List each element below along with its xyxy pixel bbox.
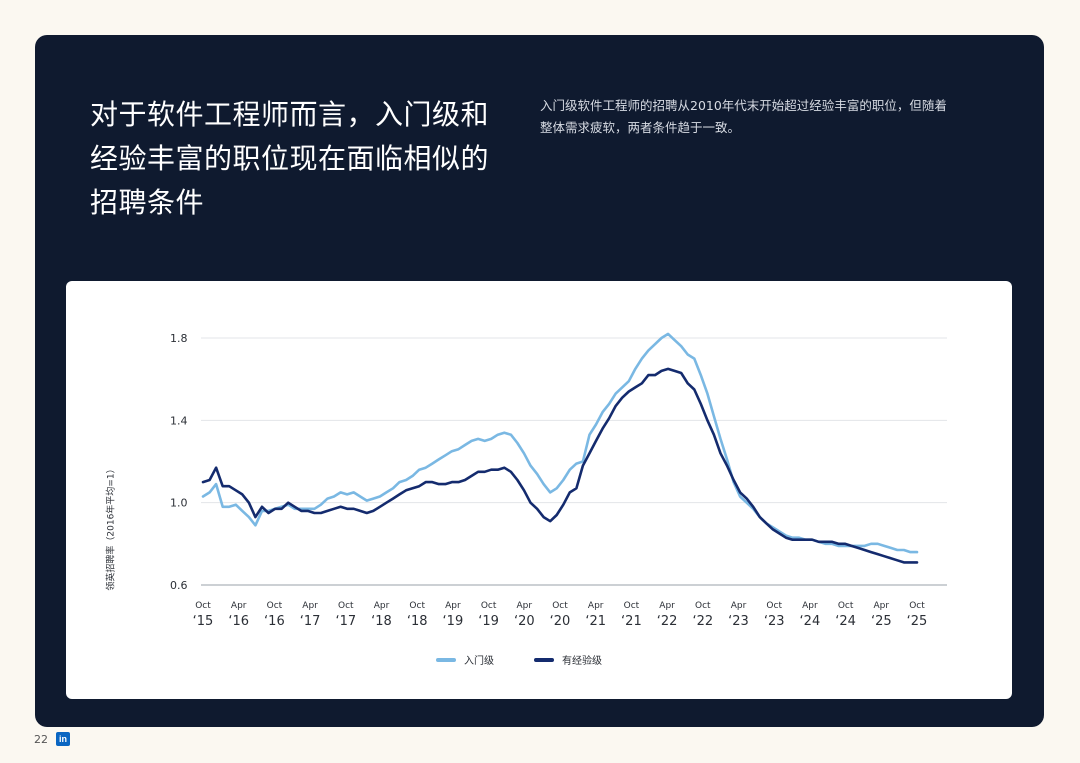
legend-item-experienced: 有经验级	[534, 652, 602, 667]
x-tick-year: ‘24	[800, 614, 821, 629]
x-tick-month: Apr	[231, 601, 247, 611]
dark-panel: 对于软件工程师而言，入门级和经验丰富的职位现在面临相似的招聘条件 入门级软件工程…	[35, 35, 1044, 727]
x-tick-month: Apr	[731, 601, 747, 611]
x-tick-year: ‘22	[692, 614, 713, 629]
y-axis-label: 领英招聘率（2016年平均=1）	[106, 464, 117, 591]
x-tick-month: Oct	[838, 601, 854, 611]
x-tick-year: ‘23	[764, 614, 785, 629]
x-tick-month: Oct	[267, 601, 283, 611]
linkedin-logo-icon: in	[56, 732, 70, 746]
page-footer: 22 in	[34, 732, 70, 746]
page-title: 对于软件工程师而言，入门级和经验丰富的职位现在面临相似的招聘条件	[90, 98, 490, 219]
legend-item-entry: 入门级	[436, 652, 494, 667]
x-tick-month: Oct	[766, 601, 782, 611]
x-tick-month: Oct	[195, 601, 211, 611]
x-tick-year: ‘24	[835, 614, 856, 629]
x-tick-year: ‘16	[264, 614, 285, 629]
x-tick-month: Oct	[481, 601, 497, 611]
legend-label-experienced: 有经验级	[562, 656, 602, 667]
y-tick-label: 1.4	[170, 414, 188, 427]
y-tick-label: 1.8	[170, 332, 188, 345]
x-tick-month: Oct	[624, 601, 640, 611]
x-tick-month: Oct	[552, 601, 568, 611]
line-chart: 0.6 1.0 1.4 1.8 Oct ‘15 Apr ‘16 Oct ‘16 Apr ‘17 Oct ‘…	[170, 332, 947, 629]
x-tick-year: ‘17	[300, 614, 321, 629]
x-tick-year: ‘19	[478, 614, 499, 629]
series-line-entry	[201, 332, 919, 554]
x-tick-month: Apr	[874, 601, 890, 611]
x-tick-year: ‘17	[335, 614, 356, 629]
y-tick-label: 1.0	[170, 497, 188, 510]
x-tick-year: ‘21	[621, 614, 642, 629]
x-tick-year: ‘16	[228, 614, 249, 629]
x-tick-year: ‘25	[871, 614, 892, 629]
x-tick-month: Apr	[374, 601, 390, 611]
legend-swatch-experienced	[534, 657, 554, 662]
chart-legend: 入门级 有经验级	[436, 652, 602, 667]
x-tick-month: Oct	[695, 601, 711, 611]
x-tick-month: Apr	[659, 601, 675, 611]
legend-swatch-entry	[436, 657, 456, 662]
legend-label-entry: 入门级	[464, 656, 494, 667]
x-tick-year: ‘21	[585, 614, 606, 629]
x-tick-month: Oct	[409, 601, 425, 611]
x-tick-month: Apr	[802, 601, 818, 611]
x-tick-year: ‘18	[371, 614, 392, 629]
x-tick-month: Oct	[338, 601, 354, 611]
x-tick-year: ‘18	[407, 614, 428, 629]
x-tick-month: Oct	[909, 601, 925, 611]
x-tick-year: ‘20	[514, 614, 535, 629]
x-tick-year: ‘15	[193, 614, 214, 629]
x-tick-year: ‘20	[550, 614, 571, 629]
x-tick-year: ‘19	[443, 614, 464, 629]
page-number: 22	[34, 732, 48, 746]
page-subtitle: 入门级软件工程师的招聘从2010年代末开始超过经验丰富的职位，但随着整体需求疲软…	[540, 98, 947, 135]
x-tick-year: ‘25	[907, 614, 928, 629]
x-tick-month: Apr	[588, 601, 604, 611]
x-tick-month: Apr	[445, 601, 461, 611]
x-tick-year: ‘23	[728, 614, 749, 629]
series-line-experienced	[201, 367, 919, 564]
y-tick-label: 0.6	[170, 579, 188, 592]
x-tick-month: Apr	[517, 601, 533, 611]
chart-card: 0.6 1.0 1.4 1.8 Oct ‘15 Apr ‘16 Oct ‘16 Apr ‘17 Oct ‘…	[66, 281, 1012, 699]
x-tick-year: ‘22	[657, 614, 678, 629]
x-tick-month: Apr	[302, 601, 318, 611]
